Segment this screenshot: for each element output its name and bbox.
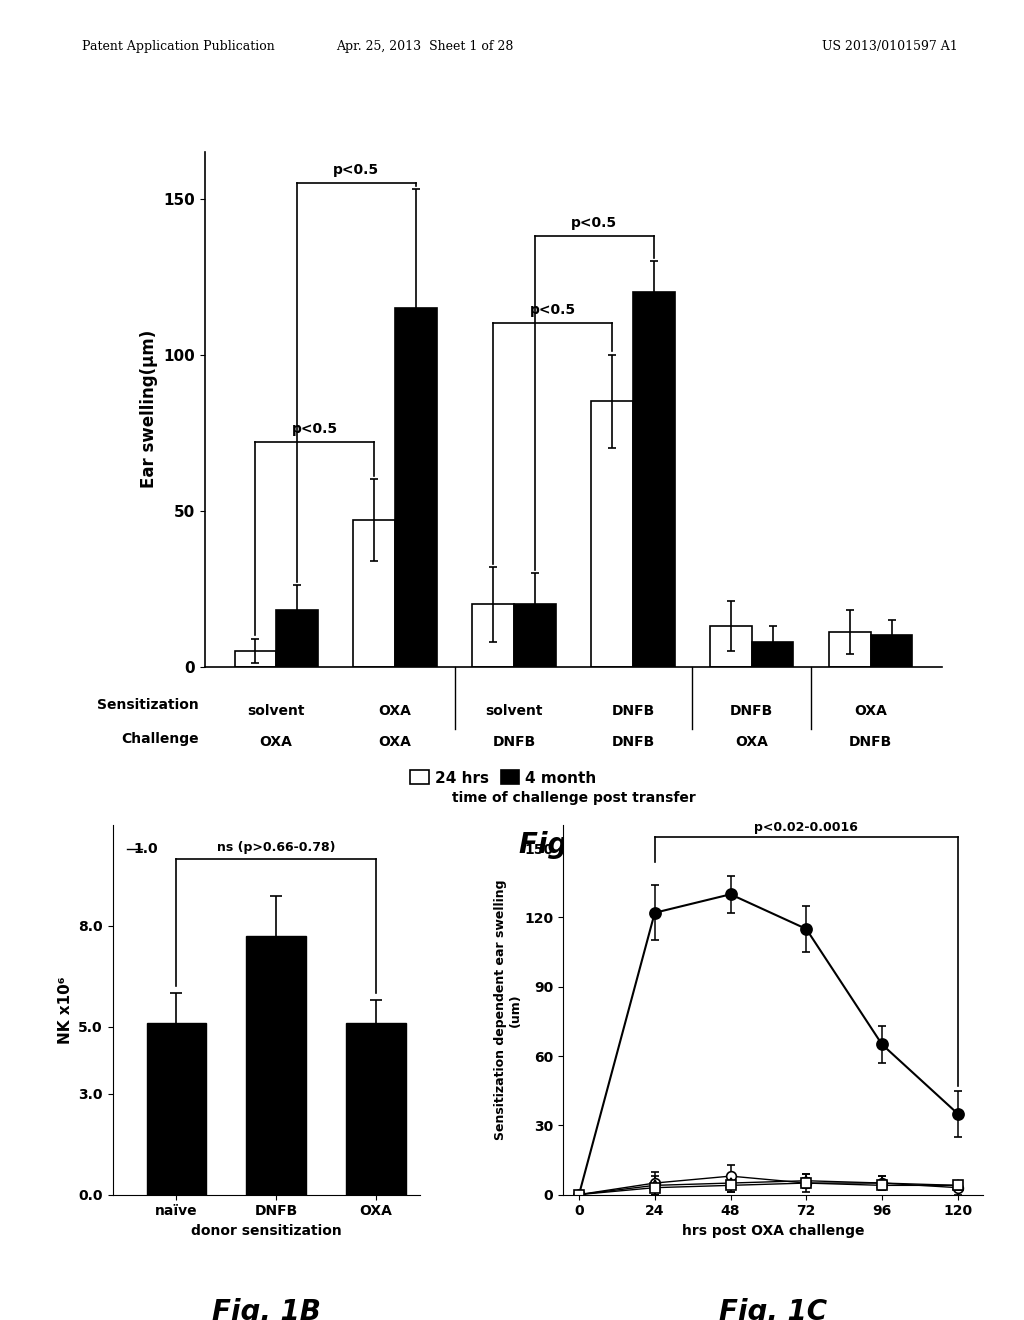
Y-axis label: Ear swelling(μm): Ear swelling(μm) (139, 330, 158, 488)
Bar (591, 401, 633, 667)
Text: OXA: OXA (260, 735, 293, 750)
Text: Apr. 25, 2013  Sheet 1 of 28: Apr. 25, 2013 Sheet 1 of 28 (336, 40, 514, 53)
Bar (346, 1023, 406, 1195)
Bar (829, 632, 870, 667)
Text: solvent: solvent (485, 704, 543, 718)
Legend: 24 hrs, 4 month: 24 hrs, 4 month (404, 764, 603, 792)
Text: Challenge: Challenge (121, 733, 199, 746)
Text: p<0.5: p<0.5 (292, 421, 338, 436)
Bar (353, 520, 395, 667)
Bar (472, 605, 514, 667)
Text: DNFB: DNFB (611, 704, 654, 718)
Text: OXA: OXA (379, 704, 412, 718)
Bar (633, 292, 675, 667)
Text: DNFB: DNFB (849, 735, 892, 750)
Text: US 2013/0101597 A1: US 2013/0101597 A1 (821, 40, 957, 53)
Text: DNFB: DNFB (611, 735, 654, 750)
Bar (146, 1023, 207, 1195)
Text: Patent Application Publication: Patent Application Publication (82, 40, 274, 53)
X-axis label: donor sensitization: donor sensitization (190, 1224, 342, 1238)
Text: Fig. 1C: Fig. 1C (719, 1298, 827, 1320)
Text: Fig. 1A: Fig. 1A (519, 832, 628, 859)
Bar (276, 610, 317, 667)
Text: time of challenge post transfer: time of challenge post transfer (452, 792, 695, 805)
Text: p<0.5: p<0.5 (334, 162, 380, 177)
Bar (711, 626, 752, 667)
Text: OXA: OXA (735, 735, 768, 750)
X-axis label: hrs post OXA challenge: hrs post OXA challenge (682, 1224, 864, 1238)
Text: p<0.5: p<0.5 (529, 304, 575, 317)
Text: p<0.5: p<0.5 (571, 215, 617, 230)
Text: OXA: OXA (854, 704, 887, 718)
Text: Sensitization: Sensitization (97, 698, 199, 711)
Bar (247, 936, 306, 1195)
Bar (870, 635, 912, 667)
Y-axis label: Sensitization dependent ear swelling
(um): Sensitization dependent ear swelling (um… (494, 879, 521, 1140)
Text: solvent: solvent (248, 704, 305, 718)
Text: OXA: OXA (379, 735, 412, 750)
Text: DNFB: DNFB (493, 735, 536, 750)
Bar (234, 651, 276, 667)
Text: Fig. 1B: Fig. 1B (212, 1298, 321, 1320)
Text: ns (p>0.66-0.78): ns (p>0.66-0.78) (217, 841, 336, 854)
Text: p<0.02-0.0016: p<0.02-0.0016 (755, 821, 858, 834)
Bar (514, 605, 556, 667)
Text: DNFB: DNFB (730, 704, 773, 718)
Text: 1.0: 1.0 (134, 842, 159, 855)
Bar (752, 642, 794, 667)
Bar (395, 308, 436, 667)
Y-axis label: NK x10⁶: NK x10⁶ (57, 975, 73, 1044)
